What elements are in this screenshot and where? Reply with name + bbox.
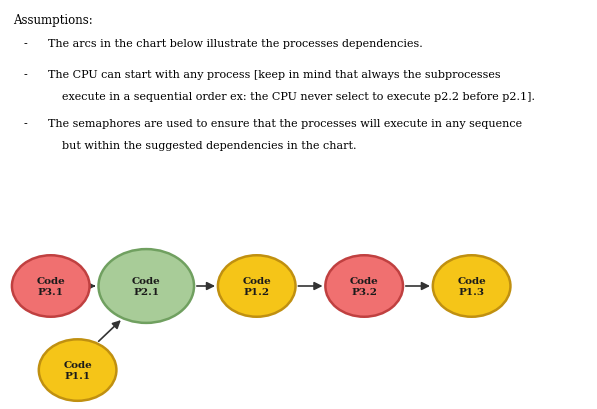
Ellipse shape (12, 256, 90, 317)
Text: Assumptions:: Assumptions: (13, 14, 93, 27)
Text: The CPU can start with any process [keep in mind that always the subprocesses: The CPU can start with any process [keep… (48, 70, 500, 79)
Text: Code
P1.3: Code P1.3 (457, 276, 486, 296)
Text: -: - (24, 70, 27, 79)
Text: The arcs in the chart below illustrate the processes dependencies.: The arcs in the chart below illustrate t… (48, 39, 423, 49)
Ellipse shape (39, 339, 116, 401)
Text: -: - (24, 119, 27, 128)
Text: -: - (24, 39, 27, 49)
Text: Code
P3.2: Code P3.2 (350, 276, 378, 296)
Ellipse shape (325, 256, 403, 317)
Ellipse shape (218, 256, 296, 317)
Text: but within the suggested dependencies in the chart.: but within the suggested dependencies in… (48, 141, 356, 151)
Ellipse shape (99, 249, 194, 323)
Text: Code
P2.1: Code P2.1 (132, 276, 161, 296)
Text: Code
P1.1: Code P1.1 (63, 360, 92, 380)
Text: Code
P1.2: Code P1.2 (242, 276, 271, 296)
Ellipse shape (433, 256, 510, 317)
Text: Code
P3.1: Code P3.1 (36, 276, 65, 296)
Text: execute in a sequential order ex: the CPU never select to execute p2.2 before p2: execute in a sequential order ex: the CP… (48, 92, 535, 102)
Text: The semaphores are used to ensure that the processes will execute in any sequenc: The semaphores are used to ensure that t… (48, 119, 522, 128)
